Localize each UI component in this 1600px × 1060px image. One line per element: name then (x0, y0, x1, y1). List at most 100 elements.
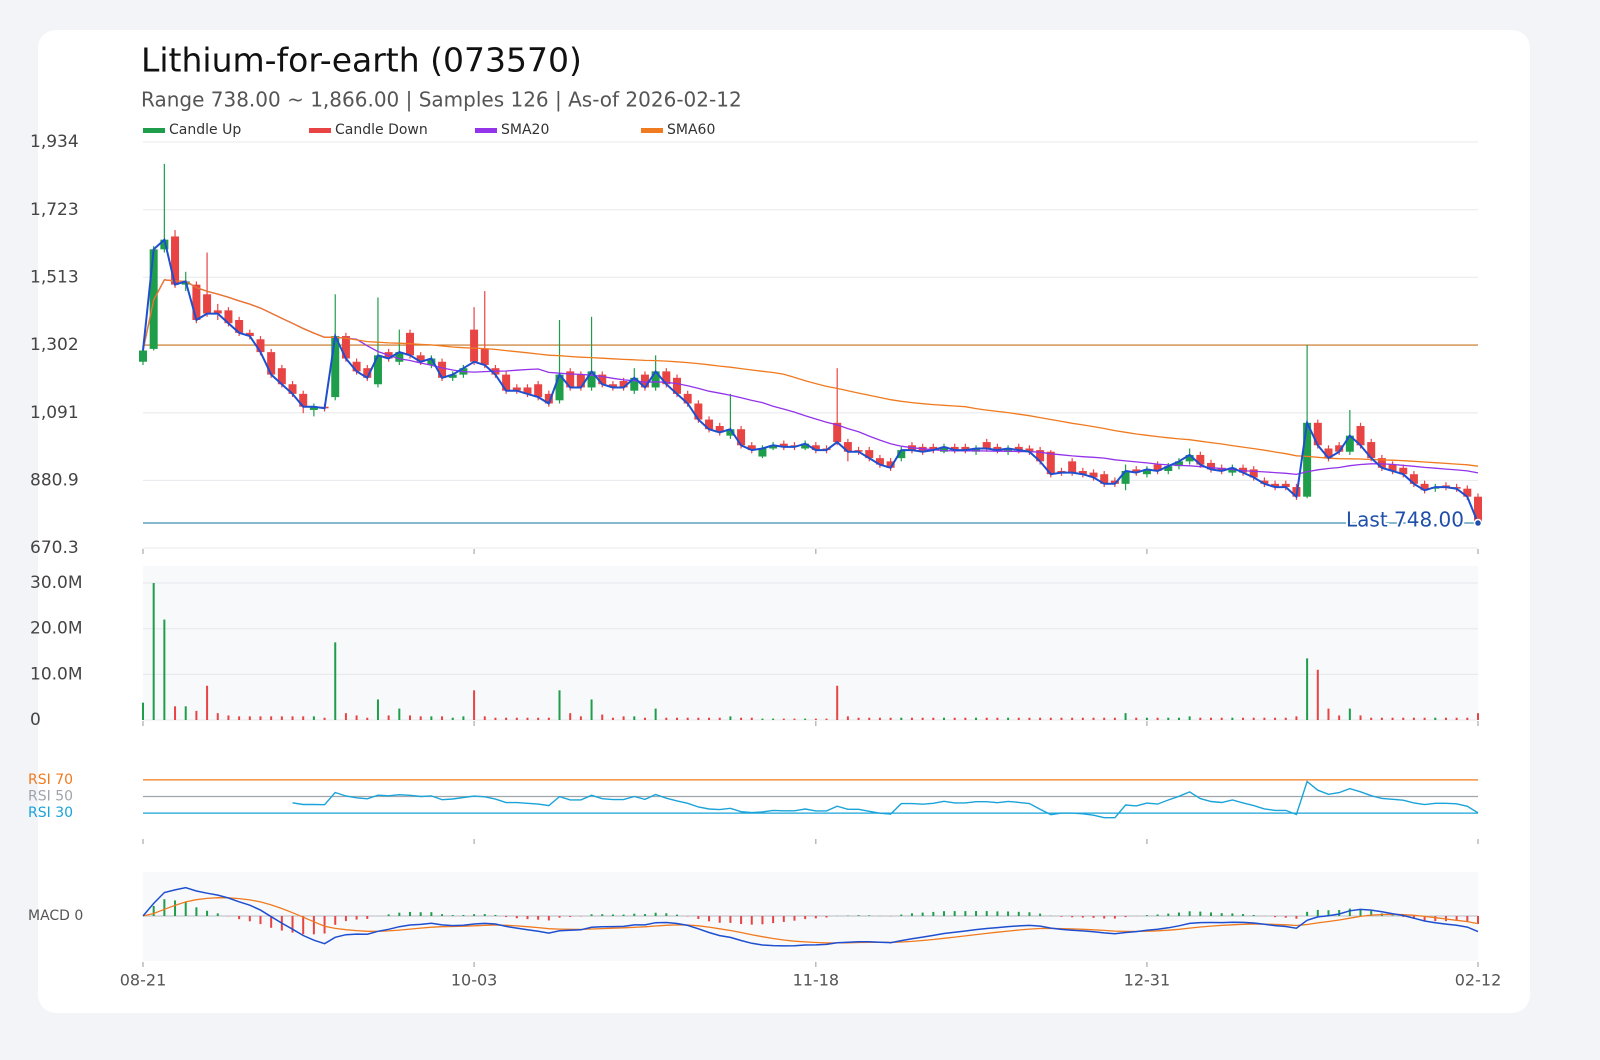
candle-body (1121, 470, 1130, 484)
volume-bar (761, 718, 764, 720)
candle-body (256, 339, 265, 353)
volume-bar (1124, 713, 1127, 720)
card (38, 30, 1530, 1013)
candle-body (534, 384, 543, 398)
volume-bar (163, 619, 166, 720)
volume-bar (622, 716, 625, 720)
candle-body (715, 426, 724, 433)
candle-body (705, 419, 714, 430)
volume-bar (975, 717, 978, 720)
candle-body (213, 310, 222, 314)
macd-hist (676, 914, 678, 916)
volume-bar (900, 717, 903, 720)
legend-label: Candle Up (169, 122, 241, 138)
macd-hist (1177, 912, 1180, 916)
macd-hist (515, 916, 518, 919)
macd-hist (451, 915, 454, 916)
y-tick-label: 1,723 (30, 200, 79, 220)
macd-hist (1359, 909, 1362, 916)
candle-body (192, 284, 201, 320)
candle-body (299, 393, 308, 407)
volume-bar (1135, 717, 1138, 720)
candle-body (865, 450, 874, 459)
candle-body (139, 350, 147, 362)
volume-bar (270, 716, 273, 720)
candle-body (363, 368, 372, 378)
x-tick-label: 10-03 (451, 971, 498, 990)
volume-bar (206, 685, 209, 720)
candle-body (352, 361, 361, 372)
candle-body (331, 336, 340, 398)
macd-hist (1338, 910, 1341, 916)
macd-hist (910, 913, 913, 916)
volume-bar (1327, 708, 1330, 720)
candle-body (1271, 483, 1280, 488)
volume-bar (547, 717, 550, 720)
volume-bar (1306, 658, 1309, 720)
macd-hist (932, 911, 935, 916)
candle-body (1335, 445, 1344, 452)
volume-bar (1242, 717, 1245, 720)
candle-body (480, 348, 489, 365)
volume-bar (878, 717, 881, 720)
macd-hist (206, 910, 209, 916)
macd-hist (355, 916, 358, 920)
candle-body (1249, 469, 1258, 478)
macd-hist (793, 916, 796, 921)
volume-bar (302, 716, 305, 720)
candle-body (235, 319, 244, 333)
candle-body (1110, 480, 1119, 484)
volume-bar (1188, 716, 1191, 720)
volume-bar (1199, 717, 1202, 720)
macd-hist (1124, 916, 1127, 918)
rsi-level-label: RSI 70 (28, 772, 73, 788)
y-tick-label: 880.9 (30, 470, 79, 490)
macd-hist (291, 916, 294, 933)
macd-hist (441, 914, 444, 916)
candle-body (683, 393, 692, 404)
macd-hist (1370, 910, 1373, 916)
macd-hist (1466, 916, 1469, 922)
candle-body (1303, 422, 1312, 497)
candle-body (1388, 464, 1397, 471)
volume-bar (910, 717, 913, 720)
candle-body (875, 458, 884, 465)
candle-body (576, 374, 585, 388)
macd-hist (782, 916, 785, 922)
volume-bar (601, 714, 604, 720)
volume-bar (216, 713, 219, 720)
candle-body (1046, 451, 1055, 475)
macd-hist (1113, 916, 1116, 919)
candle-body (1463, 488, 1472, 497)
volume-tick-label: 20.0M (30, 619, 83, 639)
candle-body (726, 429, 735, 436)
macd-hist (1220, 913, 1223, 916)
candle-body (769, 445, 778, 449)
macd-hist (825, 916, 828, 918)
volume-bar (259, 716, 262, 720)
macd-hist (921, 912, 924, 916)
candle-body (747, 445, 756, 451)
volume-bar (344, 713, 347, 720)
candle-body (309, 406, 318, 410)
candle-body (1025, 448, 1034, 452)
candle-body (267, 352, 276, 375)
macd-hist (344, 916, 347, 922)
volume-bar (1412, 717, 1415, 720)
candle-body (1196, 454, 1205, 465)
macd-hist (537, 916, 540, 920)
volume-bar (932, 717, 935, 720)
macd-hist (547, 916, 550, 921)
volume-bar (1145, 717, 1148, 720)
macd-hist (1231, 913, 1234, 916)
macd-hist (1295, 916, 1298, 919)
volume-bar (1284, 717, 1287, 720)
volume-bar (142, 702, 144, 720)
candle-body (1420, 483, 1429, 491)
candle-body (448, 374, 457, 378)
volume-bar (1039, 717, 1042, 720)
candle-body (811, 445, 820, 451)
macd-hist (259, 916, 262, 925)
macd-hist (1274, 916, 1277, 918)
candle-body (929, 446, 938, 451)
